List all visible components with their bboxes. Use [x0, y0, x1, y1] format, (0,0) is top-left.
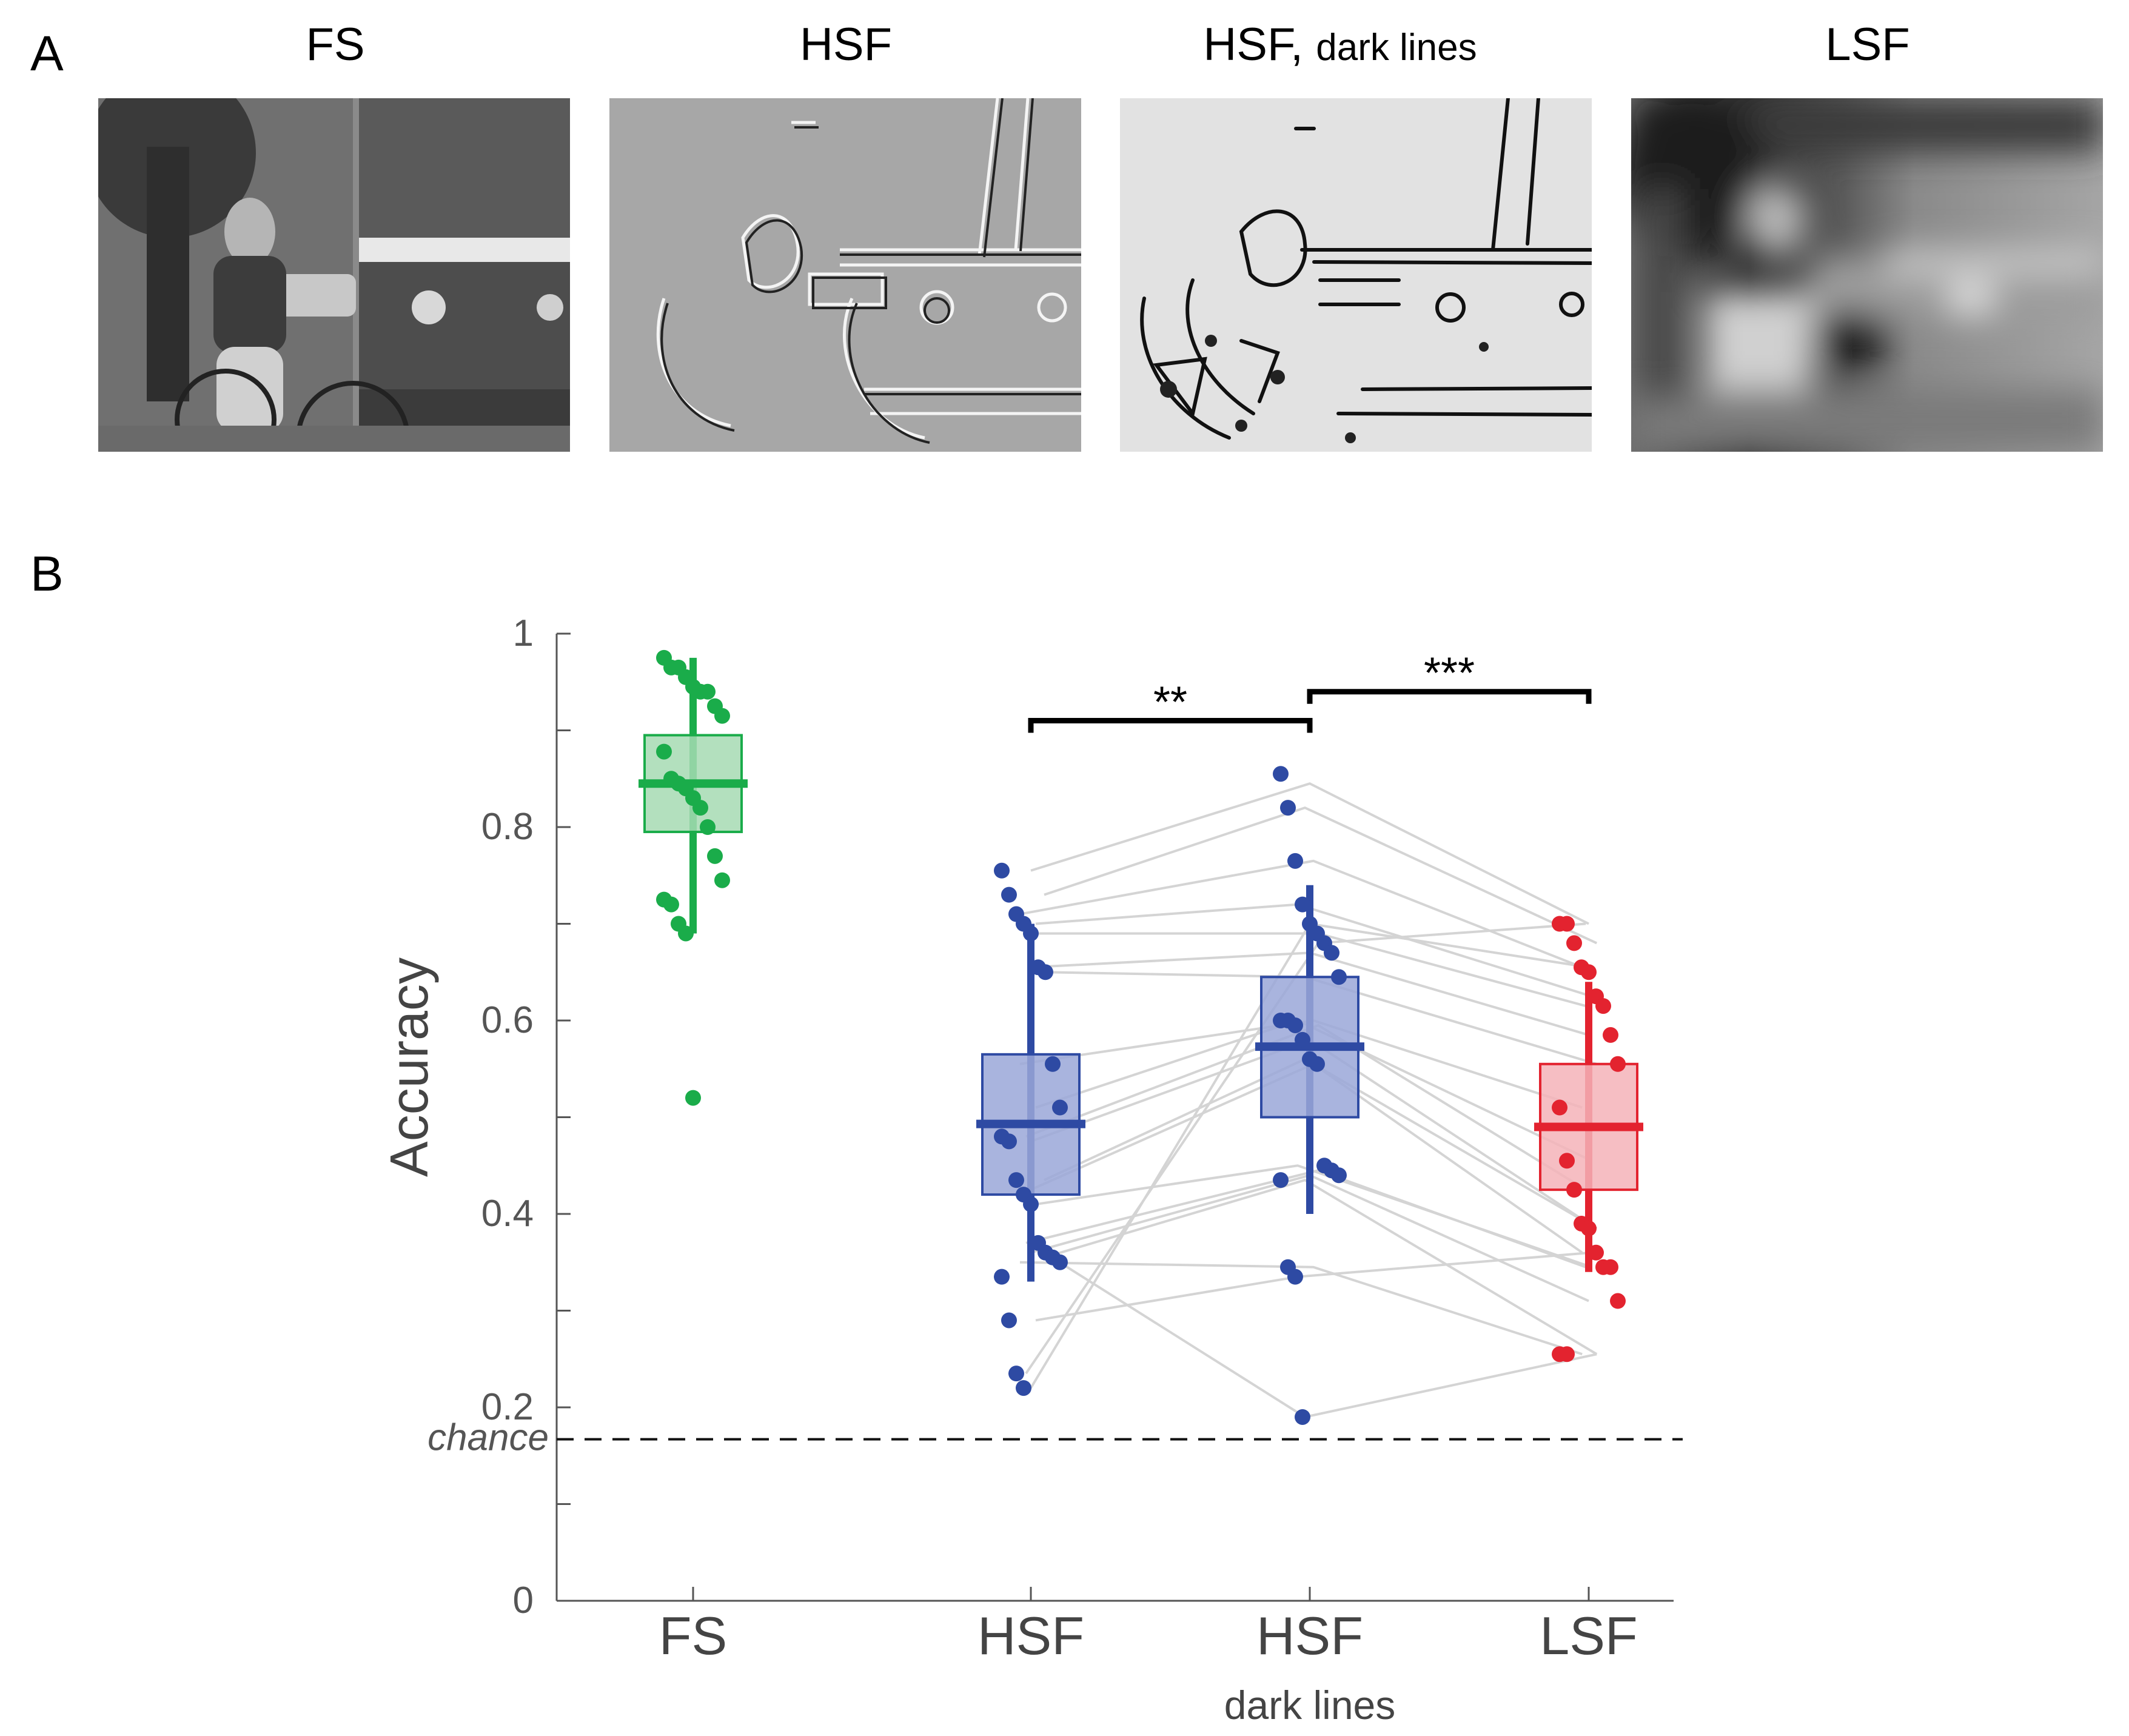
image-hsf-dark-lines	[1120, 98, 1592, 452]
data-point	[1295, 1031, 1310, 1048]
data-point	[1001, 1312, 1017, 1329]
y-tick-label: 0	[513, 1580, 534, 1621]
data-point	[678, 925, 694, 942]
data-point	[1273, 1172, 1289, 1188]
x-tick-sublabel: dark lines	[1224, 1683, 1395, 1728]
data-point	[1324, 945, 1339, 961]
data-point	[1045, 1056, 1061, 1072]
data-point	[1295, 896, 1310, 913]
panel-b-label: B	[30, 546, 64, 602]
data-point	[700, 683, 716, 700]
data-point	[1287, 853, 1303, 869]
data-point	[1581, 964, 1597, 980]
data-point	[1559, 1346, 1575, 1362]
data-point	[1566, 935, 1582, 951]
significance-bracket	[1307, 689, 1592, 704]
significance-bracket	[1028, 718, 1313, 733]
data-point	[1280, 800, 1296, 816]
data-point	[1008, 1172, 1024, 1188]
image-title-fs-text: FS	[306, 19, 365, 70]
x-tick-label: HSF	[1256, 1606, 1363, 1666]
image-title-lsf-text: LSF	[1825, 19, 1910, 70]
panel-a-label: A	[30, 26, 64, 81]
data-point	[1610, 1056, 1626, 1072]
y-tick-label: 0.2	[481, 1386, 534, 1428]
data-point	[1023, 925, 1039, 942]
data-point	[1559, 916, 1575, 932]
y-ticks: 0 0.2 0.4 0.6 0.8 1	[481, 612, 571, 1621]
x-ticks: FS HSF HSF dark lines LSF	[659, 1587, 1638, 1728]
data-point	[1287, 1268, 1303, 1285]
image-hsf	[609, 98, 1081, 452]
x-tick-label: FS	[659, 1606, 727, 1666]
data-point	[1581, 1220, 1597, 1236]
pair-line	[1030, 782, 1589, 925]
pair-line	[1025, 1169, 1586, 1268]
pair-line	[1044, 806, 1598, 945]
data-point	[994, 1268, 1010, 1285]
data-point	[1016, 1380, 1031, 1396]
image-title-hsf: HSF	[749, 18, 943, 71]
pair-line	[1035, 1164, 1592, 1268]
data-point	[1610, 1293, 1626, 1309]
chance-label: chance	[427, 1417, 549, 1459]
x-tick-label: LSF	[1540, 1606, 1637, 1666]
data-point	[1038, 964, 1053, 980]
data-point	[1001, 886, 1017, 903]
data-point	[1273, 766, 1289, 782]
data-point	[1295, 1409, 1310, 1425]
image-lsf	[1631, 98, 2103, 452]
pair-line	[1044, 1179, 1598, 1355]
data-point	[714, 872, 730, 888]
data-point	[1008, 1366, 1024, 1382]
pair-line	[1043, 1252, 1597, 1419]
data-point	[994, 862, 1010, 879]
data-point	[656, 743, 672, 760]
data-point	[1023, 1196, 1039, 1213]
x-tick-label: HSF	[977, 1606, 1084, 1666]
data-points	[656, 649, 1626, 1425]
box-plots	[639, 657, 1643, 1282]
pair-line	[1019, 859, 1583, 969]
y-tick-label: 1	[513, 612, 534, 654]
data-point	[1595, 998, 1611, 1014]
data-point	[700, 819, 716, 835]
y-tick-label: 0.4	[481, 1193, 534, 1235]
data-point	[1588, 1244, 1604, 1261]
data-point	[1001, 1133, 1017, 1150]
data-point	[1552, 1099, 1567, 1116]
data-point	[685, 1090, 701, 1106]
data-point	[1566, 1182, 1582, 1198]
data-point	[714, 708, 730, 724]
image-title-fs: FS	[238, 18, 432, 71]
significance-stars: ***	[1424, 649, 1475, 698]
data-point	[707, 848, 723, 864]
data-point	[1603, 1259, 1618, 1275]
y-tick-label: 0.6	[481, 999, 534, 1041]
data-point	[1052, 1099, 1068, 1116]
data-point	[1559, 1153, 1575, 1169]
image-title-hsf-text: HSF	[800, 19, 892, 70]
data-point	[663, 896, 679, 913]
pair-line	[1019, 1261, 1583, 1356]
image-fs	[98, 98, 570, 452]
significance-brackets: *****	[1028, 649, 1592, 733]
data-point	[1331, 1167, 1347, 1184]
data-point	[1309, 1056, 1325, 1072]
data-point	[1603, 1027, 1618, 1043]
data-point	[1331, 969, 1347, 985]
image-title-hsf-dark-text: HSF,	[1203, 19, 1304, 70]
data-point	[1052, 1254, 1068, 1270]
data-point	[1287, 1017, 1303, 1033]
y-axis-label: Accuracy	[379, 957, 439, 1177]
y-tick-label: 0.8	[481, 806, 534, 848]
significance-stars: **	[1153, 679, 1187, 727]
image-title-lsf: LSF	[1771, 18, 1965, 71]
image-title-hsf-dark-sub: dark lines	[1316, 27, 1477, 69]
data-point	[692, 800, 708, 816]
image-title-hsf-dark: HSF, dark lines	[1110, 18, 1571, 71]
